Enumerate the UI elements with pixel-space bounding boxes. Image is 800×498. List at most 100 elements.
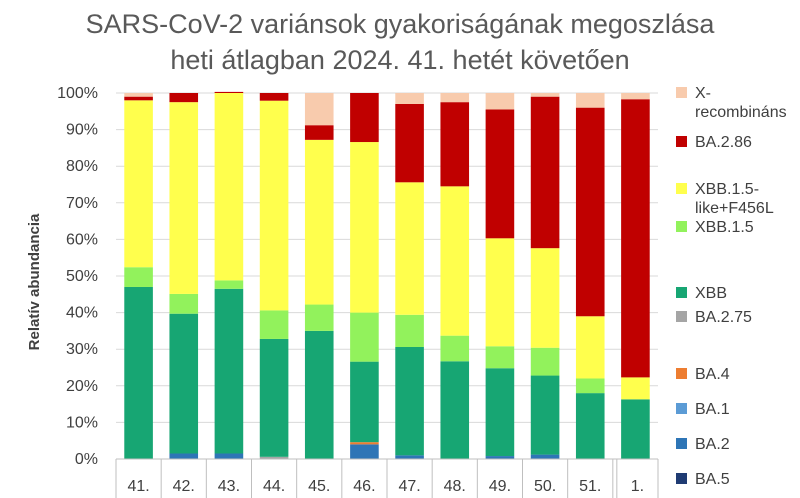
legend-label: X-recombináns bbox=[695, 85, 787, 121]
legend-swatch bbox=[676, 311, 687, 322]
x-tick-label: 48. bbox=[444, 478, 466, 495]
bar-segment-xbb-1-5-like-f456l bbox=[621, 377, 650, 400]
bar-segment-xbb-1-5 bbox=[259, 310, 289, 339]
bar-segment-xbb-1-5 bbox=[575, 378, 605, 394]
bar-segment-xbb bbox=[214, 288, 244, 454]
bar-segment-ba-4 bbox=[350, 442, 379, 445]
bar-segment-ba-2-86 bbox=[350, 93, 379, 143]
bar-segment-ba-2 bbox=[395, 455, 424, 459]
y-tick-label: 60% bbox=[66, 231, 98, 248]
bar-segment-x-recombin-ns bbox=[395, 93, 424, 104]
legend-item: BA.5 bbox=[676, 470, 800, 489]
bar-segment-xbb-1-5 bbox=[440, 335, 470, 362]
y-tick-label: 40% bbox=[66, 305, 98, 322]
y-tick-label: 30% bbox=[66, 341, 98, 358]
legend-label: BA.2 bbox=[695, 436, 730, 453]
bar-segment-xbb-1-5-like-f456l bbox=[440, 186, 470, 336]
y-tick-label: 90% bbox=[66, 122, 98, 139]
bar-segment-ba-2 bbox=[169, 453, 199, 459]
bar-segment-xbb-1-5-like-f456l bbox=[575, 316, 605, 379]
y-tick-label: 80% bbox=[66, 158, 98, 175]
chart-title-line-2: heti átlagban 2024. 41. hetét követően bbox=[170, 45, 630, 75]
bar-segment-ba-2-86 bbox=[124, 96, 153, 101]
bar-segment-xbb-1-5-like-f456l bbox=[485, 238, 515, 347]
bar-segment-xbb bbox=[124, 286, 153, 459]
bar-segment-xbb bbox=[575, 393, 605, 459]
y-tick-label: 10% bbox=[66, 414, 98, 431]
legend-label: BA.1 bbox=[695, 401, 730, 418]
x-tick-label: 43. bbox=[218, 478, 240, 495]
y-axis-label: Relatív abundancia bbox=[26, 213, 43, 350]
x-tick-label: 47. bbox=[398, 478, 420, 495]
bar-segment-xbb-1-5-like-f456l bbox=[530, 248, 560, 348]
legend-swatch bbox=[676, 403, 687, 414]
y-tick-label: 100% bbox=[57, 85, 98, 102]
legend-swatch bbox=[676, 473, 687, 484]
legend-item: XBB bbox=[676, 284, 800, 303]
x-tick-label: 42. bbox=[173, 478, 195, 495]
bar-segment-ba-2 bbox=[485, 456, 515, 459]
bar-segment-xbb-1-5-like-f456l bbox=[350, 142, 379, 313]
bar-segment-xbb-1-5 bbox=[169, 293, 199, 314]
bar-segment-xbb-1-5 bbox=[350, 312, 379, 362]
legend-label: XBB.1.5 bbox=[695, 219, 754, 236]
legend-item: BA.2.86 bbox=[676, 133, 800, 152]
legend-item: BA.4 bbox=[676, 365, 800, 384]
bar-segment-xbb-1-5 bbox=[304, 304, 334, 331]
bar-segment-xbb bbox=[621, 399, 650, 459]
bar-segment-xbb-1-5-like-f456l bbox=[124, 100, 153, 268]
bar-segment-xbb bbox=[395, 347, 424, 456]
legend-swatch bbox=[676, 183, 687, 194]
bar-segment-ba-2-86 bbox=[259, 93, 289, 101]
bar-segment-ba-2-86 bbox=[530, 96, 560, 249]
bar-segment-ba-2 bbox=[214, 453, 244, 459]
bar-segment-xbb-1-5-like-f456l bbox=[169, 102, 199, 294]
legend-item: BA.2 bbox=[676, 435, 800, 454]
legend-item: BA.1 bbox=[676, 400, 800, 419]
x-tick-label: 50. bbox=[534, 478, 556, 495]
x-tick-label: 51. bbox=[579, 478, 601, 495]
bar-segment-xbb-1-5-like-f456l bbox=[304, 139, 334, 305]
bar-segment-ba-2-86 bbox=[621, 99, 650, 378]
legend-item: X-recombináns bbox=[676, 84, 800, 122]
x-tick-label: 46. bbox=[353, 478, 375, 495]
legend-label: BA.2.75 bbox=[695, 309, 752, 326]
bar-segment-xbb bbox=[485, 368, 515, 457]
bar-segment-xbb-1-5 bbox=[395, 314, 424, 348]
bar-segment-xbb bbox=[440, 361, 470, 459]
bar-segment-ba-2-86 bbox=[395, 103, 424, 183]
chart-title: SARS-CoV-2 variánsok gyakoriságának mego… bbox=[0, 6, 800, 78]
bar-segment-xbb-1-5 bbox=[485, 346, 515, 369]
bar-segment-x-recombin-ns bbox=[575, 93, 605, 108]
x-tick-label: 45. bbox=[308, 478, 330, 495]
bar-segment-ba-2-75 bbox=[259, 456, 289, 459]
bar-segment-ba-2-86 bbox=[169, 93, 199, 103]
bar-segment-ba-2-86 bbox=[440, 102, 470, 187]
bar-segment-xbb-1-5-like-f456l bbox=[214, 93, 244, 281]
bar-segment-xbb bbox=[530, 375, 560, 455]
legend-label: BA.5 bbox=[695, 471, 730, 488]
bar-segment-x-recombin-ns bbox=[530, 93, 560, 97]
bar-segment-ba-2-86 bbox=[575, 107, 605, 317]
legend-swatch bbox=[676, 87, 687, 98]
bar-segment-xbb bbox=[304, 330, 334, 459]
legend-swatch bbox=[676, 438, 687, 449]
bar-segment-ba-2-86 bbox=[485, 109, 515, 239]
bar-segment-xbb-1-5-like-f456l bbox=[395, 182, 424, 315]
x-tick-label: 44. bbox=[263, 478, 285, 495]
bar-segment-ba-2 bbox=[350, 444, 379, 459]
legend-label: BA.4 bbox=[695, 366, 730, 383]
bar-segment-xbb-1-5 bbox=[124, 267, 153, 287]
legend-label: XBB.1.5- like+F456L bbox=[695, 181, 774, 217]
bar-segment-xbb-1-5 bbox=[530, 347, 560, 376]
chart-title-line-1: SARS-CoV-2 variánsok gyakoriságának mego… bbox=[85, 9, 715, 39]
y-tick-label: 20% bbox=[66, 378, 98, 395]
legend-swatch bbox=[676, 368, 687, 379]
bar-segment-ba-2 bbox=[530, 454, 560, 459]
y-tick-label: 0% bbox=[75, 451, 98, 468]
bar-segment-ba-2-86 bbox=[214, 91, 244, 93]
bar-segment-xbb-1-5 bbox=[214, 280, 244, 289]
bar-segment-ba-2-86 bbox=[304, 125, 334, 140]
legend-item: XBB.1.5 bbox=[676, 218, 800, 237]
